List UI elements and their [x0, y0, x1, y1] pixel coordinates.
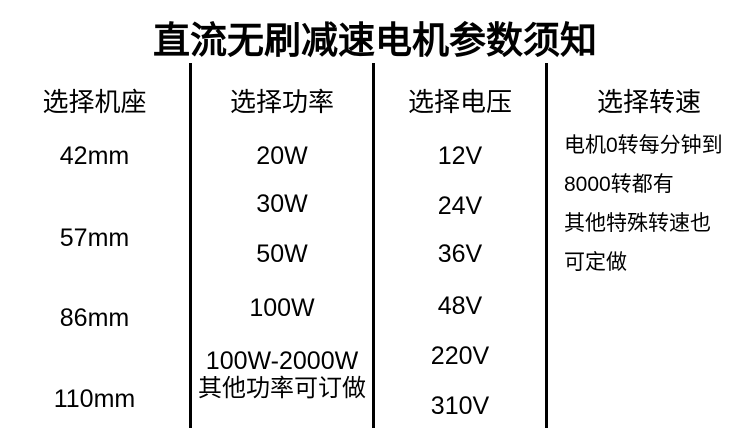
speed-description-line: 电机0转每分钟到	[564, 134, 723, 157]
power-value: 20W	[256, 142, 308, 170]
speed-description-line: 可定做	[564, 251, 627, 274]
power-custom-note: 其他功率可订做	[198, 375, 366, 402]
voltage-value: 48V	[437, 292, 483, 320]
speed-description-line: 其他特殊转速也	[564, 212, 711, 235]
speed-description: 电机0转每分钟到 8000转都有 其他特殊转速也 可定做	[564, 126, 750, 282]
power-value: 100W-2000W	[205, 347, 359, 375]
voltage-value: 24V	[437, 192, 483, 220]
speed-description-line: 8000转都有	[564, 173, 674, 196]
voltage-header: 选择电压	[407, 87, 512, 117]
voltage-value: 310V	[430, 392, 490, 420]
column-divider-1	[189, 63, 192, 428]
power-header: 选择功率	[229, 87, 334, 117]
frame-size-value: 86mm	[59, 304, 130, 332]
speed-header: 选择转速	[596, 87, 701, 117]
power-value: 30W	[256, 190, 308, 218]
voltage-value: 36V	[437, 240, 483, 268]
column-voltage: 选择电压 12V 24V 36V 48V 220V 310V	[375, 0, 545, 428]
power-value: 50W	[256, 240, 308, 268]
page-title: 直流无刷减速电机参数须知	[153, 20, 597, 61]
power-value: 100W	[249, 294, 315, 322]
voltage-value: 12V	[437, 142, 483, 170]
frame-size-value: 110mm	[53, 385, 136, 413]
column-divider-3	[545, 63, 548, 428]
column-power: 选择功率 20W 30W 50W 100W 100W-2000W 其他功率可订做	[192, 0, 372, 428]
voltage-value: 220V	[430, 342, 490, 370]
frame-size-value: 57mm	[59, 224, 130, 252]
frame-size-header: 选择机座	[42, 87, 147, 117]
column-divider-2	[372, 63, 375, 428]
column-speed: 选择转速 电机0转每分钟到 8000转都有 其他特殊转速也 可定做	[548, 0, 750, 428]
column-frame-size: 选择机座 42mm 57mm 86mm 110mm	[0, 0, 189, 428]
frame-size-value: 42mm	[59, 142, 130, 170]
